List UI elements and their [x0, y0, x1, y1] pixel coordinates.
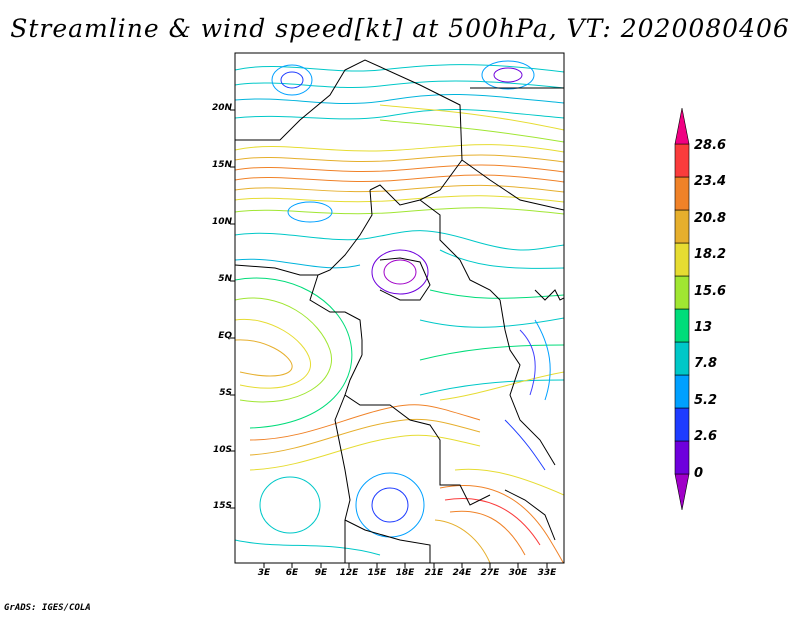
colorbar-segment-9 — [674, 176, 690, 211]
colorbar-segment-0 — [674, 473, 690, 511]
plot-frame — [234, 52, 565, 564]
lon-label-15e: 15E — [367, 568, 387, 578]
lon-label-33e: 33E — [537, 568, 557, 578]
colorbar-segment-7 — [674, 242, 690, 277]
colorbar-segment-4 — [674, 341, 690, 376]
colorbar-label-1: 2.6 — [694, 429, 718, 444]
colorbar-segment-8 — [674, 209, 690, 244]
lat-label-eq: EQ — [218, 331, 232, 341]
lat-label-5n: 5N — [218, 274, 232, 284]
colorbar-label-7: 20.8 — [694, 211, 727, 226]
lon-label-24e: 24E — [452, 568, 472, 578]
colorbar-label-5: 15.6 — [694, 284, 727, 299]
lat-label-10s: 10S — [212, 445, 232, 455]
lon-label-18e: 18E — [395, 568, 415, 578]
colorbar-label-3: 7.8 — [694, 356, 718, 371]
colorbar-label-9: 28.6 — [694, 138, 727, 153]
colorbar-segment-1 — [674, 440, 690, 475]
lon-label-21e: 21E — [424, 568, 444, 578]
map-title: Streamline & wind speed[kt] at 500hPa, V… — [10, 14, 790, 43]
colorbar-segment-3 — [674, 374, 690, 409]
lon-label-27e: 27E — [480, 568, 500, 578]
lon-label-9e: 9E — [314, 568, 328, 578]
colorbar-label-0: 0 — [694, 466, 704, 481]
colorbar-label-2: 5.2 — [694, 393, 718, 408]
lon-label-6e: 6E — [285, 568, 299, 578]
colorbar-label-4: 13 — [694, 320, 713, 335]
lon-label-12e: 12E — [339, 568, 359, 578]
colorbar-label-8: 23.4 — [694, 174, 727, 189]
lat-label-10n: 10N — [211, 217, 232, 227]
lon-label-30e: 30E — [508, 568, 528, 578]
colorbar-label-6: 18.2 — [694, 247, 727, 262]
streamline-field — [235, 53, 564, 563]
lat-label-5s: 5S — [219, 388, 232, 398]
lon-label-3e: 3E — [257, 568, 271, 578]
colorbar-segment-6 — [674, 275, 690, 310]
colorbar-segment-2 — [674, 407, 690, 442]
colorbar-segment-10 — [674, 143, 690, 178]
lat-label-15n: 15N — [211, 160, 232, 170]
lat-label-15s: 15S — [212, 501, 232, 511]
country-borders — [235, 59, 564, 563]
lat-label-20n: 20N — [211, 103, 232, 113]
colorbar-segment-11 — [674, 107, 690, 145]
grads-credit: GrADS: IGES/COLA — [4, 603, 91, 613]
axis-ticks — [230, 109, 548, 568]
colorbar — [674, 107, 690, 511]
colorbar-segment-5 — [674, 308, 690, 343]
